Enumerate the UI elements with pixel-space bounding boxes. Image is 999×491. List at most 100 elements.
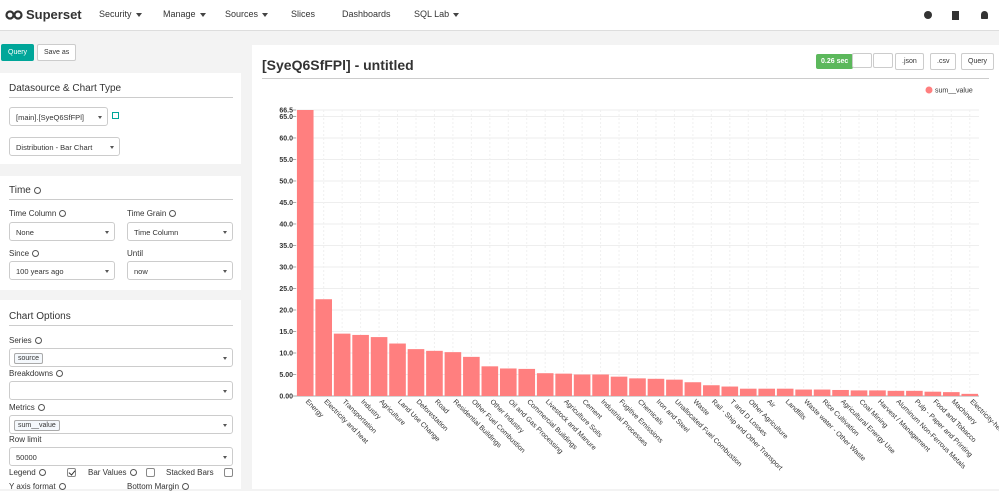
bar[interactable] — [703, 385, 720, 396]
save-as-button[interactable]: Save as — [37, 44, 77, 61]
legend-swatch[interactable] — [925, 86, 933, 94]
bar[interactable] — [795, 389, 812, 396]
series-tag[interactable]: source — [14, 353, 44, 364]
edit-icon[interactable] — [112, 112, 119, 119]
bar[interactable] — [333, 333, 351, 396]
y-tick-label: 25.0 — [279, 286, 293, 293]
bar[interactable] — [407, 349, 425, 396]
csv-button[interactable]: .csv — [930, 53, 957, 70]
stacked-bars-checkbox[interactable] — [224, 468, 233, 477]
bar[interactable] — [573, 374, 591, 396]
time-grain-select[interactable]: Time Column — [127, 222, 233, 241]
field-label: Time Column — [9, 209, 67, 218]
bar[interactable] — [426, 350, 443, 396]
field-label: Series — [9, 336, 42, 345]
bar[interactable] — [943, 392, 960, 396]
bar[interactable] — [592, 374, 609, 396]
y-tick-label: 15.0 — [279, 329, 293, 336]
embed-button[interactable] — [873, 53, 893, 68]
time-column-select[interactable]: None — [9, 222, 115, 241]
datasource-select[interactable]: [main].[SyeQ6SfFPl] — [9, 107, 108, 126]
bar[interactable] — [536, 373, 554, 396]
nav-item[interactable]: Dashboards — [342, 9, 391, 19]
breakdowns-select[interactable] — [9, 381, 233, 400]
bar[interactable] — [647, 378, 665, 396]
y-tick-label: 5.00 — [279, 372, 293, 379]
bar[interactable] — [721, 386, 739, 396]
label-text: Y axis format — [9, 482, 56, 491]
legend-label[interactable]: sum__value — [935, 88, 973, 95]
link-button[interactable] — [852, 53, 872, 68]
bar[interactable] — [684, 382, 702, 396]
nav-label[interactable]: Manage — [163, 9, 196, 19]
bar[interactable] — [315, 299, 332, 396]
bar[interactable] — [850, 390, 868, 396]
y-tick-label: 65.0 — [279, 114, 293, 121]
bar[interactable] — [906, 390, 923, 396]
panel-title-text: Time — [9, 185, 31, 196]
field-label: Breakdowns — [9, 369, 64, 378]
nav-label[interactable]: Security — [99, 9, 132, 19]
label-text: Metrics — [9, 403, 35, 412]
viz-type-select[interactable]: Distribution - Bar Chart — [9, 137, 120, 156]
bar[interactable] — [352, 334, 369, 396]
metrics-select[interactable]: sum__value — [9, 415, 233, 434]
bar[interactable] — [555, 373, 572, 396]
nav-item[interactable]: Sources — [225, 9, 269, 19]
navbar: Superset Security Manage Sources Slices … — [0, 0, 999, 31]
bar[interactable] — [666, 379, 683, 396]
json-button[interactable]: .json — [895, 53, 924, 70]
query-button[interactable]: Query — [1, 44, 35, 61]
github-icon[interactable] — [924, 11, 932, 19]
bar[interactable] — [776, 388, 794, 396]
nav-item[interactable]: Security — [99, 9, 142, 19]
chart: 0.00 5.00 10.0 15.0 20.0 25.0 30.0 35.0 40.0 45.0… — [279, 86, 999, 472]
until-select[interactable]: now — [127, 261, 233, 280]
bar[interactable] — [481, 366, 499, 396]
field-label: Time Grain — [127, 209, 177, 218]
bar[interactable] — [961, 393, 979, 396]
bar[interactable] — [629, 378, 646, 396]
bar[interactable] — [463, 356, 480, 396]
nav-item[interactable]: Slices — [291, 9, 316, 19]
field-label: Bottom Margin — [127, 482, 190, 491]
user-icon[interactable] — [981, 11, 988, 19]
brand[interactable]: Superset — [26, 7, 82, 22]
y-tick-label: 30.0 — [279, 264, 293, 271]
bar[interactable] — [887, 390, 905, 396]
nav-item[interactable]: SQL Lab — [414, 9, 460, 19]
bar[interactable] — [758, 388, 776, 396]
query-view-button[interactable]: Query — [961, 53, 995, 70]
field-label: Metrics — [9, 403, 45, 412]
row-limit-select[interactable]: 50000 — [9, 447, 233, 466]
bar-values-checkbox[interactable] — [146, 468, 155, 477]
bar[interactable] — [296, 110, 314, 396]
label-text: Bottom Margin — [127, 482, 180, 491]
bar[interactable] — [610, 376, 628, 396]
bar[interactable] — [832, 389, 849, 396]
nav-label[interactable]: Sources — [225, 9, 259, 19]
bar[interactable] — [739, 388, 757, 396]
bar[interactable] — [813, 389, 831, 396]
label-text: Series — [9, 336, 32, 345]
field-label: Legend — [9, 468, 46, 477]
docs-icon[interactable] — [952, 11, 959, 20]
field-label: Row limit — [9, 435, 42, 444]
nav-item[interactable]: Manage — [163, 9, 206, 19]
divider — [9, 97, 233, 98]
bar[interactable] — [499, 368, 517, 396]
bar[interactable] — [370, 337, 388, 396]
datasource-panel: Datasource & Chart Type [main].[SyeQ6SfF… — [0, 73, 241, 164]
bar[interactable] — [444, 352, 462, 396]
since-select[interactable]: 100 years ago — [9, 261, 115, 280]
bar[interactable] — [924, 391, 942, 396]
y-tick-label: 35.0 — [279, 243, 293, 250]
bar[interactable] — [869, 390, 886, 396]
metrics-tag[interactable]: sum__value — [14, 420, 60, 431]
bar[interactable] — [518, 368, 536, 396]
legend-checkbox[interactable] — [67, 468, 76, 477]
series-select[interactable]: source — [9, 348, 233, 367]
nav-label[interactable]: SQL Lab — [414, 9, 450, 19]
bar[interactable] — [389, 343, 406, 396]
y-tick-label: 66.5 — [279, 108, 293, 115]
